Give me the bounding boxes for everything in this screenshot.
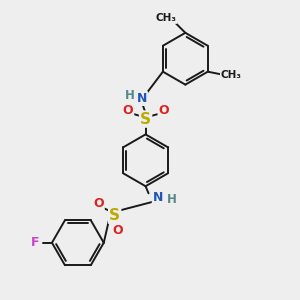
- Text: H: H: [167, 193, 176, 206]
- Text: O: O: [158, 104, 169, 117]
- Text: O: O: [112, 224, 123, 237]
- Text: S: S: [109, 208, 120, 223]
- Text: CH₃: CH₃: [221, 70, 242, 80]
- Text: O: O: [93, 197, 104, 210]
- Text: CH₃: CH₃: [155, 13, 176, 23]
- Text: H: H: [124, 89, 134, 102]
- Text: S: S: [140, 112, 151, 127]
- Text: F: F: [31, 236, 39, 249]
- Text: O: O: [123, 104, 133, 117]
- Text: N: N: [136, 92, 147, 105]
- Text: N: N: [153, 190, 163, 204]
